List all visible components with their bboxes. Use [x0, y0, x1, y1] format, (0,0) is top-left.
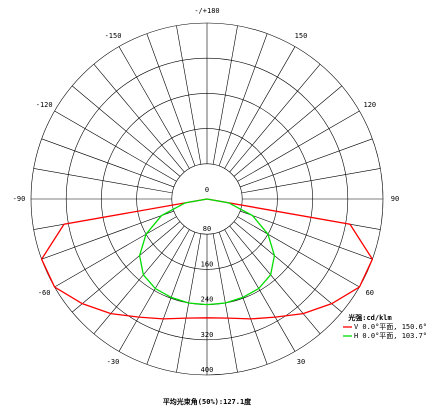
spoke: [229, 225, 321, 335]
spoke: [218, 231, 268, 365]
angle-tick-label: 120: [363, 101, 376, 109]
spoke: [71, 221, 181, 313]
legend-label: H 0.0°平面, 103.7°: [354, 332, 427, 340]
r-tick-label: 160: [201, 260, 214, 268]
angle-tick-label: -60: [38, 289, 51, 297]
r-tick-label: 240: [201, 296, 214, 304]
spoke: [237, 216, 360, 288]
spoke: [233, 221, 343, 313]
angle-tick-label: 30: [297, 358, 305, 366]
curve: [138, 198, 276, 306]
angle-tick-label: -90: [13, 195, 26, 203]
spoke: [71, 85, 181, 177]
spoke: [212, 25, 238, 165]
spoke: [241, 168, 381, 194]
spoke: [229, 63, 321, 173]
spoke: [239, 138, 373, 188]
spoke: [54, 216, 177, 288]
r-tick-label: 0: [205, 186, 209, 194]
spoke: [93, 225, 185, 335]
r-tick-label: 400: [201, 366, 214, 374]
spoke: [54, 110, 177, 182]
spoke: [118, 46, 190, 169]
spoke: [146, 231, 196, 365]
spoke: [41, 138, 175, 188]
legend-label: V 0.0°平面, 150.6°: [354, 323, 427, 331]
r-tick-label: 80: [203, 225, 211, 233]
angle-tick-label: 90: [391, 195, 399, 203]
spoke: [218, 33, 268, 167]
spoke: [146, 33, 196, 167]
spoke: [41, 210, 175, 260]
angle-tick-label: 60: [366, 289, 374, 297]
legend-title: 光强:cd/klm: [347, 313, 392, 322]
spoke: [233, 85, 343, 177]
spoke: [118, 229, 190, 352]
curve: [40, 198, 374, 320]
spoke: [176, 25, 202, 165]
spoke: [239, 210, 373, 260]
spoke: [237, 110, 360, 182]
angle-tick-label: -/+180: [194, 7, 219, 15]
chart-title: 平均光束角(50%):127.1度: [163, 397, 252, 406]
angle-tick-label: 150: [295, 32, 308, 40]
spoke: [93, 63, 185, 173]
angle-tick-label: -30: [107, 358, 120, 366]
angle-tick-label: -150: [105, 32, 122, 40]
spoke: [224, 229, 296, 352]
spoke: [33, 168, 173, 194]
angle-tick-label: -120: [36, 101, 53, 109]
r-tick-label: 320: [201, 331, 214, 339]
spoke: [224, 46, 296, 169]
